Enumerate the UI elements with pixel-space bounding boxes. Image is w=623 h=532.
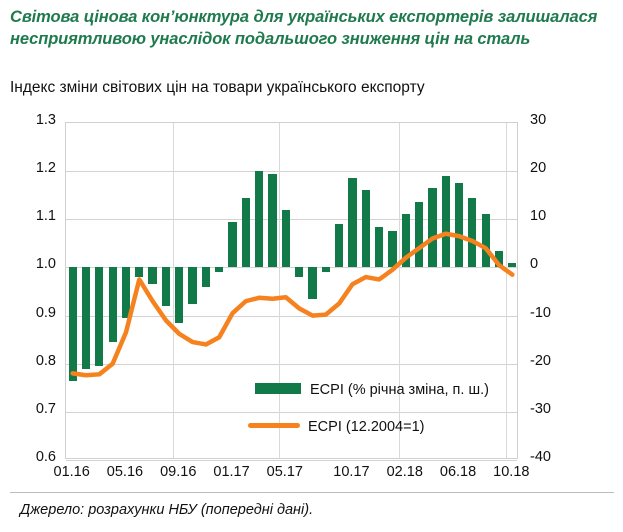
bar — [268, 173, 277, 268]
gridline — [66, 219, 517, 221]
bar — [335, 224, 344, 268]
y-axis-left-tick: 1.1 — [35, 208, 56, 225]
bar — [108, 267, 117, 343]
bar — [188, 267, 197, 304]
bar — [201, 267, 211, 287]
bar — [295, 267, 304, 278]
legend-swatch-bar — [255, 383, 301, 394]
gridline — [66, 267, 517, 269]
bar — [428, 187, 437, 268]
x-axis-tick: 05.17 — [266, 464, 303, 480]
legend-swatch-line — [248, 423, 300, 428]
vertical-gridline — [505, 123, 507, 458]
bar — [348, 178, 357, 268]
bar — [454, 183, 464, 268]
legend-label: ECPI (% річна зміна, п. ш.) — [310, 382, 489, 398]
y-axis-right-tick: -40 — [530, 449, 551, 465]
plot-area — [65, 122, 518, 461]
source-note: Джерело: розрахунки НБУ (попередні дані)… — [20, 502, 314, 518]
gridline — [66, 171, 517, 173]
x-axis-tick: 01.16 — [53, 464, 90, 480]
x-axis-tick: 06.18 — [439, 464, 477, 480]
x-axis-tick: 02.18 — [386, 464, 423, 480]
bar — [255, 171, 264, 268]
gridline — [66, 363, 517, 365]
bar — [321, 267, 330, 273]
line-path — [70, 231, 515, 378]
y-axis-left-tick: 0.8 — [35, 352, 56, 369]
bar-series-ecpi-annual-change — [66, 123, 517, 458]
bar — [414, 202, 424, 268]
bar — [374, 226, 384, 268]
x-axis-tick: 10.18 — [493, 464, 530, 480]
y-axis-right-tick: 10 — [530, 208, 547, 225]
bar — [148, 267, 157, 285]
bar — [401, 214, 410, 268]
footer-divider — [10, 492, 614, 493]
bar — [95, 267, 104, 367]
legend-label: ECPI (12.2004=1) — [308, 419, 425, 435]
bar — [361, 190, 370, 268]
bar — [308, 267, 317, 299]
vertical-gridline — [172, 123, 174, 458]
page-title: Світова цінова кон’юнктура для українськ… — [10, 8, 598, 48]
bar — [441, 175, 450, 268]
x-axis-tick: 09.16 — [160, 464, 197, 480]
x-axis-tick: 10.17 — [333, 464, 370, 480]
line-path-svg — [70, 231, 515, 378]
bar — [468, 197, 477, 268]
bar — [388, 231, 397, 268]
bar — [135, 267, 144, 278]
bar — [228, 221, 237, 268]
y-axis-right-tick: 20 — [530, 160, 547, 177]
y-axis-left-tick: 0.9 — [35, 304, 56, 321]
vertical-gridline — [279, 123, 281, 458]
gridline — [66, 411, 517, 413]
bar — [494, 250, 504, 268]
x-axis-tick: 05.16 — [106, 464, 144, 480]
bar — [481, 214, 490, 268]
chart-subtitle: Індекс зміни світових цін на товари укра… — [10, 79, 425, 96]
y-axis-left-tick: 1.2 — [35, 160, 56, 177]
vertical-gridline — [399, 123, 401, 458]
y-axis-right-tick: -30 — [530, 400, 551, 417]
bar — [215, 267, 224, 273]
bar — [68, 267, 77, 381]
bar — [81, 267, 91, 369]
bar — [175, 267, 184, 323]
bar — [241, 197, 250, 268]
y-axis-right-tick: 0 — [530, 256, 539, 273]
line-series-ecpi-index — [66, 123, 517, 458]
bar — [281, 209, 290, 268]
y-axis-left-tick: 0.7 — [35, 400, 56, 417]
y-axis-right-tick: -20 — [530, 352, 551, 369]
y-axis-left-tick: 0.6 — [35, 449, 56, 465]
y-axis-right-tick: -10 — [530, 304, 551, 321]
gridline — [66, 315, 517, 317]
y-axis-left-tick: 1.3 — [35, 112, 56, 128]
y-axis-right-tick: 30 — [530, 112, 547, 128]
bar — [508, 262, 517, 268]
x-axis-tick: 01.17 — [213, 464, 250, 480]
bar — [161, 267, 171, 306]
y-axis-left-tick: 1.0 — [35, 256, 56, 273]
bar — [121, 267, 131, 318]
gridline — [66, 460, 517, 461]
